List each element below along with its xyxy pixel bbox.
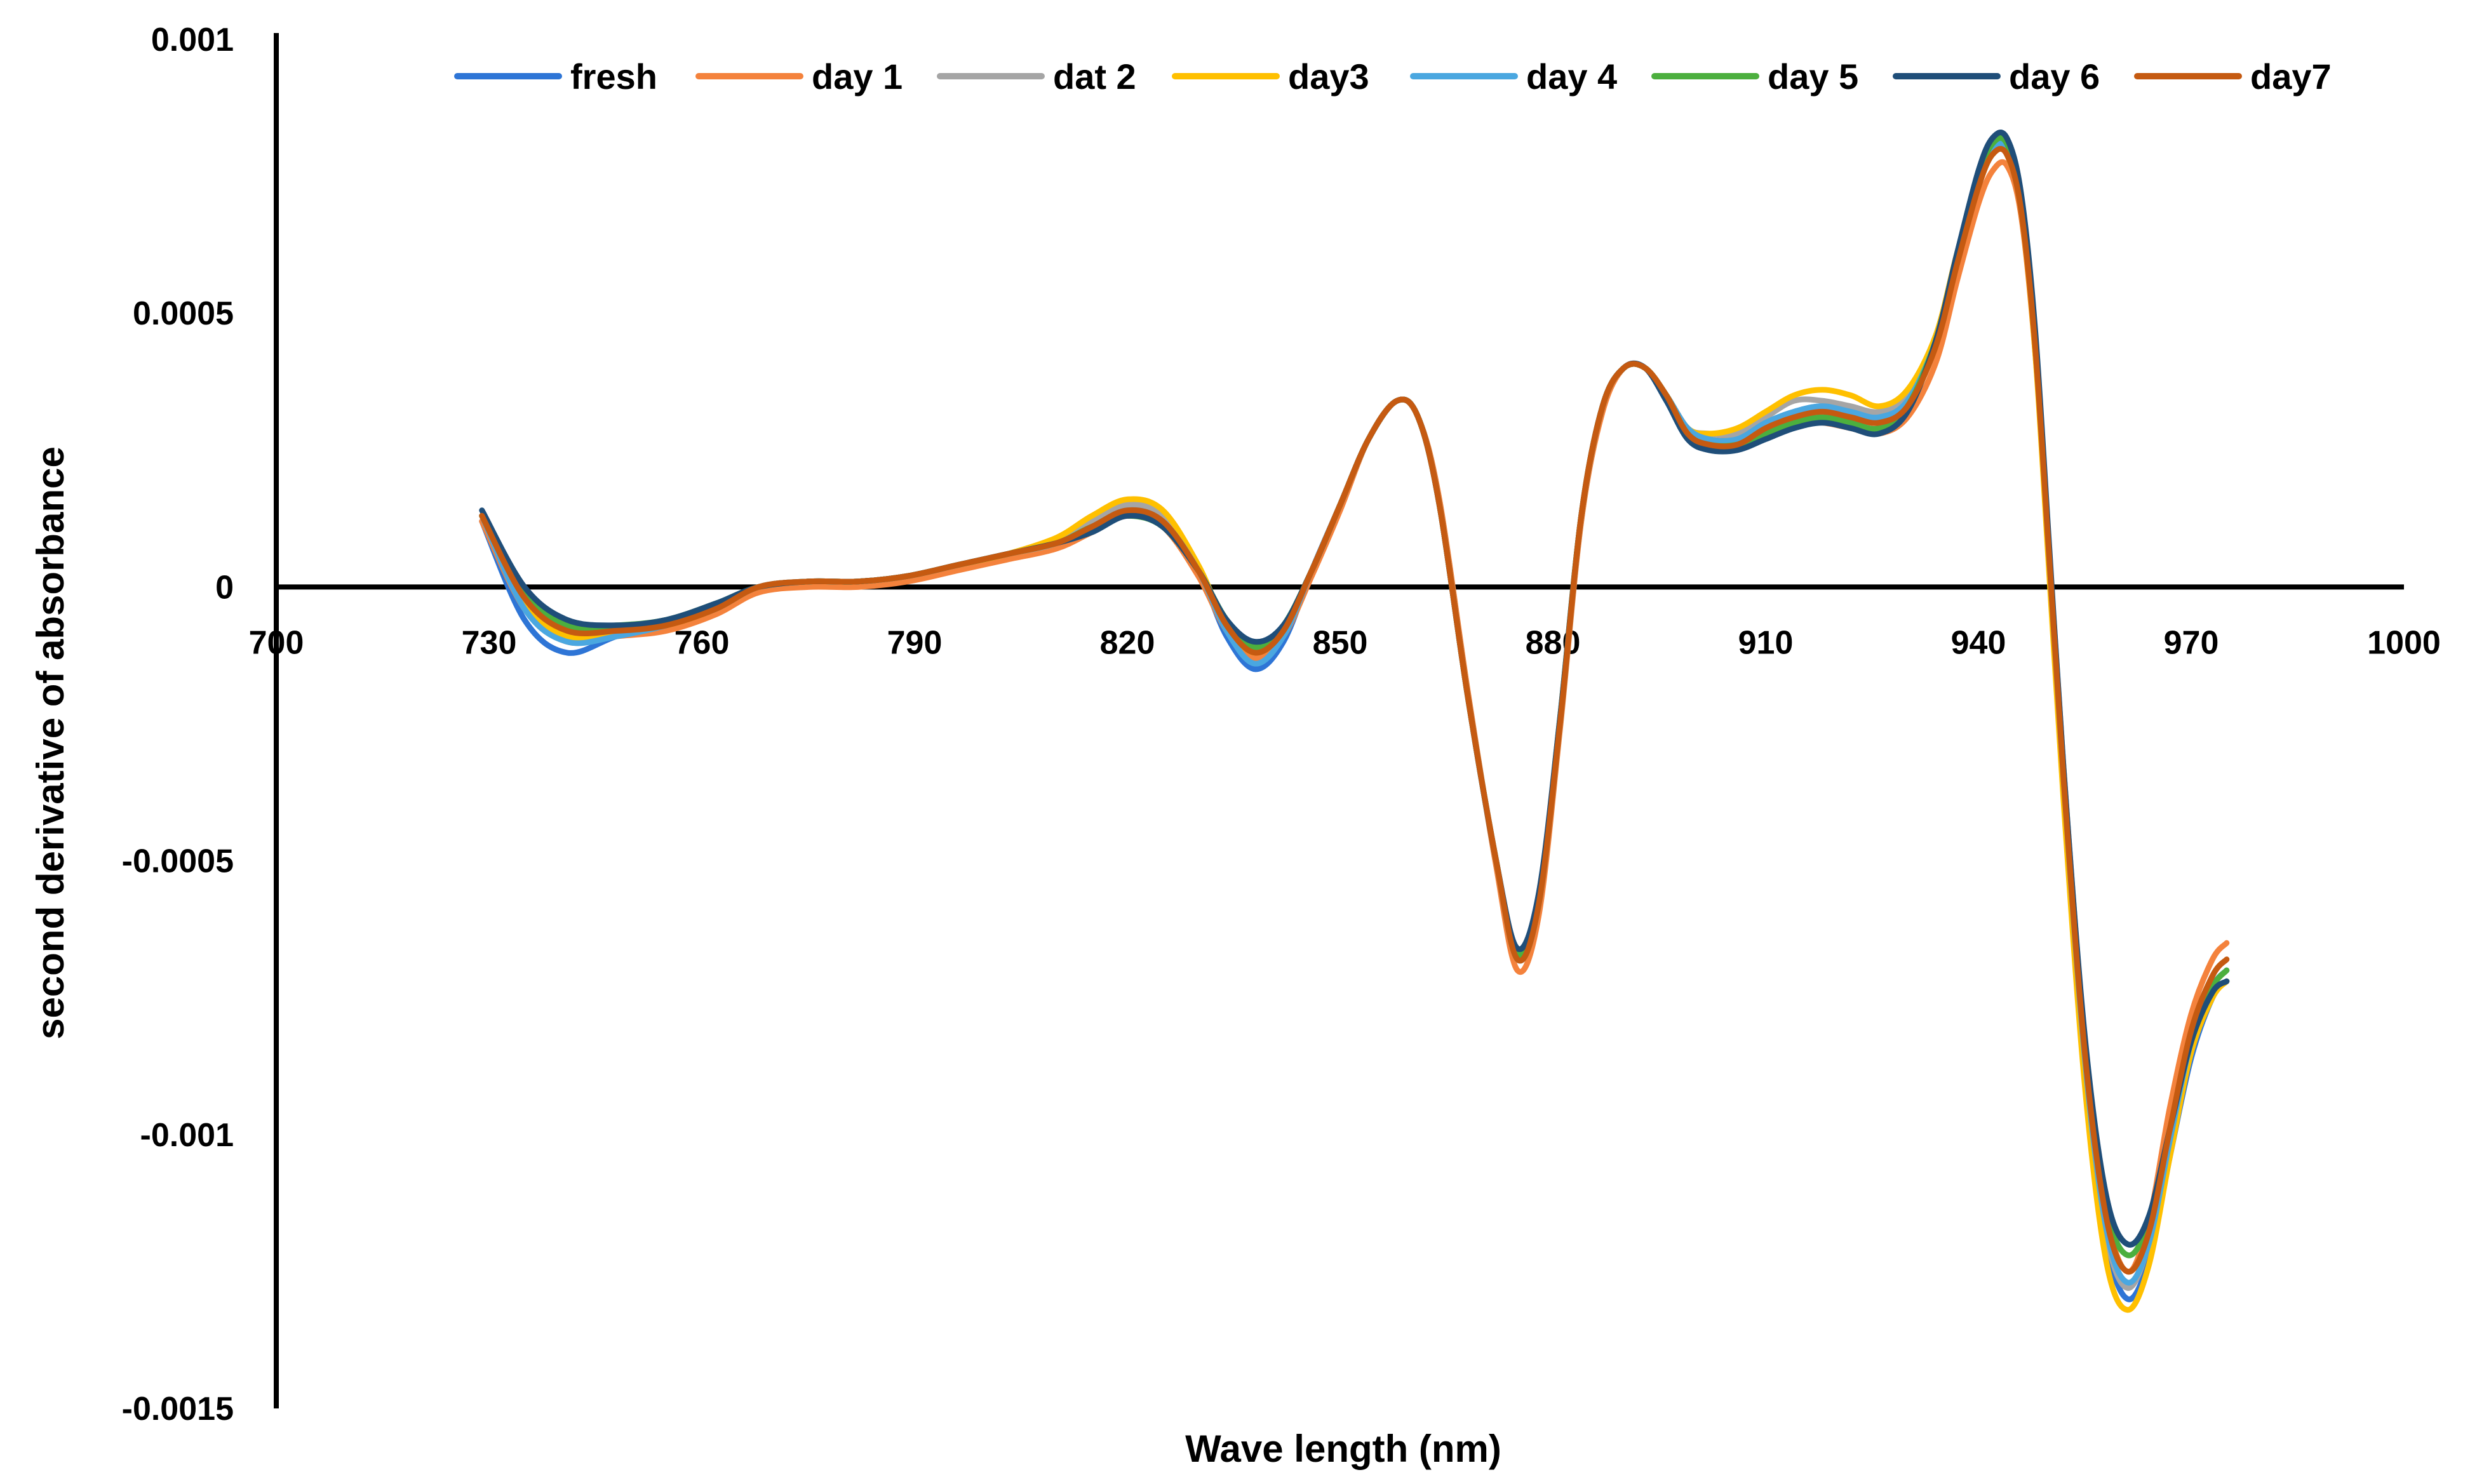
- y-tick-labels: 0.001 0.0005 0 -0.0005 -0.001 -0.0015: [122, 22, 234, 1427]
- y-tick-label: 0.0005: [133, 295, 234, 332]
- series-lines: [479, 130, 2230, 1313]
- y-tick-label: -0.0005: [122, 843, 234, 880]
- y-tick-label: 0.001: [151, 22, 234, 58]
- y-tick-label: -0.001: [140, 1117, 234, 1154]
- legend-label: day 4: [1526, 57, 1617, 97]
- x-tick-label: 820: [1100, 624, 1155, 661]
- x-tick-label: 1000: [2367, 624, 2441, 661]
- x-tick-labels: 700 730 760 790 820 850 880 910 940 970 1000: [249, 624, 2441, 661]
- legend-label: fresh: [570, 57, 657, 97]
- x-tick-label: 850: [1313, 624, 1368, 661]
- series-line-day7: [479, 145, 2230, 1275]
- legend-label: dat 2: [1053, 57, 1136, 97]
- y-axis-title: second derivative of absorbance: [29, 446, 72, 1039]
- y-tick-label: 0: [215, 569, 234, 606]
- y-tick-label: -0.0015: [122, 1391, 234, 1427]
- x-tick-label: 700: [249, 624, 304, 661]
- x-tick-label: 940: [1951, 624, 2006, 661]
- x-tick-label: 730: [462, 624, 517, 661]
- legend-label: day3: [1288, 57, 1369, 97]
- x-tick-label: 760: [675, 624, 730, 661]
- legend-label: day 1: [812, 57, 903, 97]
- x-axis-title: Wave length (nm): [1185, 1427, 1501, 1470]
- x-tick-label: 910: [1738, 624, 1794, 661]
- x-tick-label: 790: [887, 624, 943, 661]
- legend-label: day 5: [1768, 57, 1858, 97]
- legend-label: day 6: [2009, 57, 2100, 97]
- x-tick-label: 970: [2164, 624, 2219, 661]
- legend: fresh day 1 dat 2 day3 day 4 day 5 day 6 day7: [454, 57, 2332, 97]
- legend-label: day7: [2250, 57, 2332, 97]
